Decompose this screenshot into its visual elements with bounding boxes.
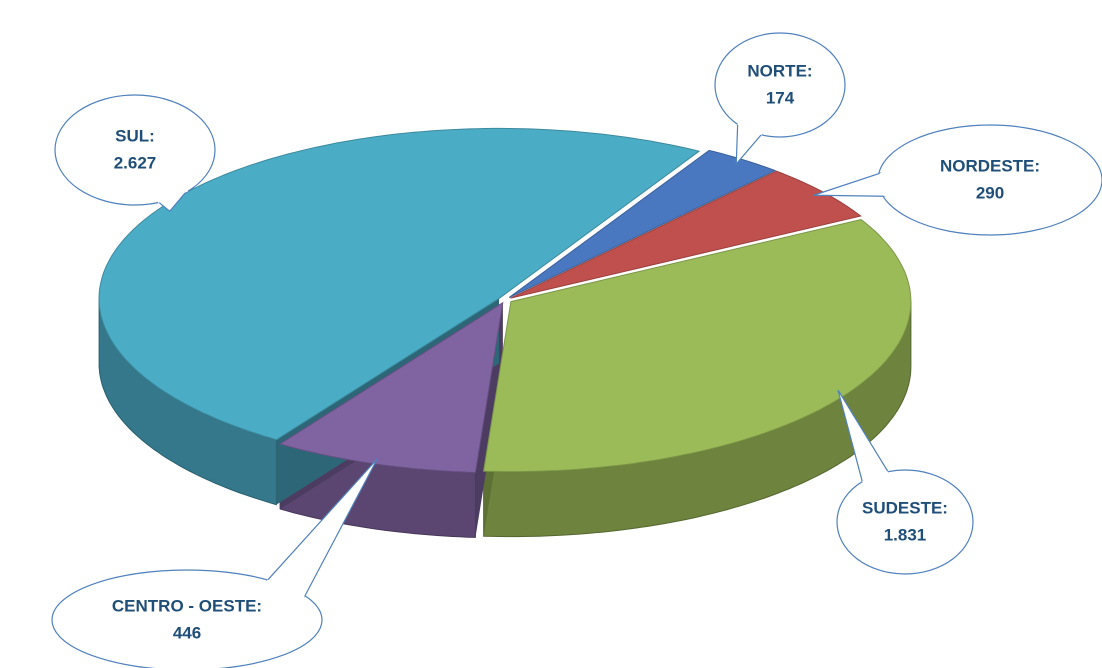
callout-gap	[266, 579, 305, 599]
callout-gap	[157, 188, 189, 203]
callout-tail	[157, 189, 189, 213]
slice	[508, 149, 777, 299]
value-label: 174	[766, 88, 795, 107]
callout-bubble	[877, 124, 1102, 236]
slice	[98, 127, 701, 441]
callout-gap	[862, 471, 890, 485]
callout-tail	[813, 172, 886, 197]
value-label: 446	[173, 623, 201, 642]
callout-tail	[837, 389, 890, 483]
callout-bubble	[51, 569, 323, 668]
callout-bubble	[714, 32, 846, 138]
value-label: 2.627	[114, 153, 157, 172]
callout-gap	[737, 121, 763, 136]
category-label: NORDESTE:	[940, 156, 1040, 175]
category-label: SUDESTE:	[862, 498, 948, 517]
category-label: NORTE:	[747, 61, 812, 80]
callout-gap	[879, 172, 887, 197]
category-label: SUL:	[115, 126, 155, 145]
callout-tail	[735, 123, 763, 166]
callout-bubble	[836, 469, 974, 575]
value-label: 290	[976, 183, 1004, 202]
value-label: 1.831	[884, 525, 927, 544]
callout-tail	[266, 458, 378, 598]
category-label: CENTRO - OESTE:	[112, 596, 262, 615]
slice	[483, 218, 912, 473]
callout-bubble	[54, 94, 216, 206]
